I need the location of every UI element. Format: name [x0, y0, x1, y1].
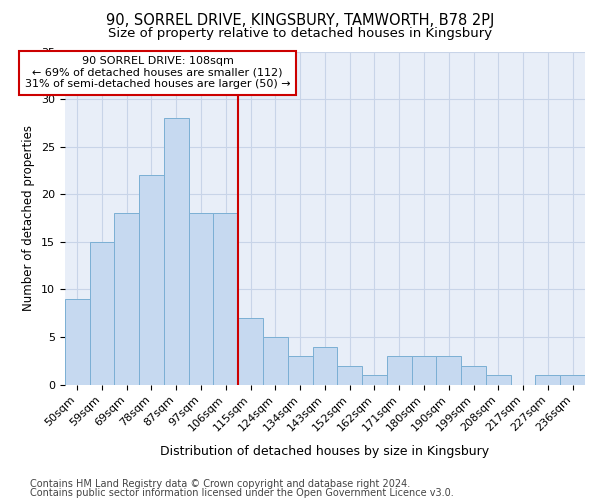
- Text: Size of property relative to detached houses in Kingsbury: Size of property relative to detached ho…: [108, 28, 492, 40]
- Bar: [486, 375, 511, 384]
- Bar: [164, 118, 188, 384]
- Bar: [89, 242, 115, 384]
- Bar: [65, 299, 89, 384]
- Bar: [337, 366, 362, 384]
- Text: Contains public sector information licensed under the Open Government Licence v3: Contains public sector information licen…: [30, 488, 454, 498]
- Bar: [387, 356, 412, 384]
- Bar: [263, 337, 288, 384]
- Bar: [188, 214, 214, 384]
- Bar: [560, 375, 585, 384]
- Bar: [313, 346, 337, 385]
- Y-axis label: Number of detached properties: Number of detached properties: [22, 125, 35, 311]
- Bar: [115, 214, 139, 384]
- Bar: [436, 356, 461, 384]
- Text: 90 SORREL DRIVE: 108sqm
← 69% of detached houses are smaller (112)
31% of semi-d: 90 SORREL DRIVE: 108sqm ← 69% of detache…: [25, 56, 290, 90]
- Text: Contains HM Land Registry data © Crown copyright and database right 2024.: Contains HM Land Registry data © Crown c…: [30, 479, 410, 489]
- Bar: [412, 356, 436, 384]
- Bar: [461, 366, 486, 384]
- X-axis label: Distribution of detached houses by size in Kingsbury: Distribution of detached houses by size …: [160, 444, 490, 458]
- Bar: [214, 214, 238, 384]
- Bar: [535, 375, 560, 384]
- Bar: [362, 375, 387, 384]
- Bar: [288, 356, 313, 384]
- Bar: [139, 176, 164, 384]
- Bar: [238, 318, 263, 384]
- Text: 90, SORREL DRIVE, KINGSBURY, TAMWORTH, B78 2PJ: 90, SORREL DRIVE, KINGSBURY, TAMWORTH, B…: [106, 12, 494, 28]
